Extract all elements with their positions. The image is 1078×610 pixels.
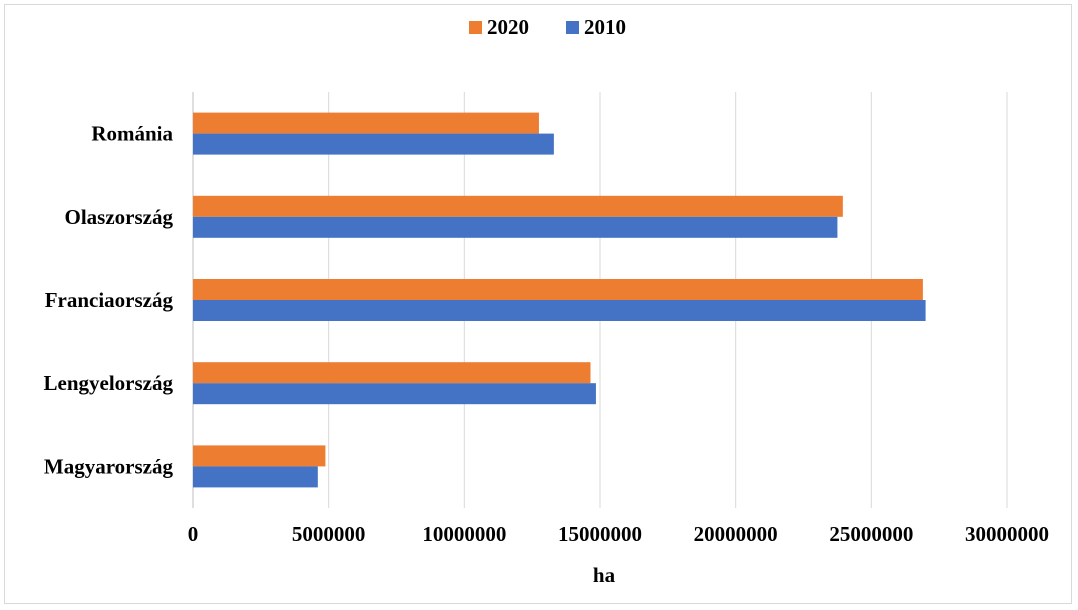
legend-label: 2020 — [487, 15, 529, 39]
bar-2010 — [193, 466, 318, 488]
bar-2020 — [193, 445, 326, 467]
bar-2010 — [193, 133, 554, 155]
x-tick-labels: 0 5000000 10000000 15000000 20000000 25000000… — [188, 522, 1049, 546]
x-axis-label: ha — [593, 563, 616, 587]
bars — [193, 112, 926, 488]
legend: 2020 2010 — [469, 15, 626, 39]
legend-swatch — [469, 21, 482, 34]
legend-swatch — [566, 21, 579, 34]
category-label: Franciaország — [45, 288, 174, 312]
x-tick-label: 15000000 — [558, 522, 642, 546]
x-tick-label: 5000000 — [292, 522, 366, 546]
x-tick-label: 30000000 — [965, 522, 1049, 546]
bar-2010 — [193, 216, 838, 238]
legend-label: 2010 — [584, 15, 626, 39]
x-tick-label: 0 — [188, 522, 199, 546]
x-tick-label: 20000000 — [694, 522, 778, 546]
category-labels: Magyarország Lengyelország Franciaország Ol… — [44, 122, 174, 479]
bar-2010 — [193, 300, 926, 321]
x-tick-label: 10000000 — [422, 522, 506, 546]
category-label: Lengyelország — [44, 371, 174, 395]
bar-2010 — [193, 383, 596, 405]
bar-2020 — [193, 195, 843, 217]
bar-2020 — [193, 112, 539, 134]
category-label: Olaszország — [65, 205, 174, 229]
x-tick-label: 25000000 — [829, 522, 913, 546]
bar-2020 — [193, 362, 591, 384]
category-label: Románia — [91, 122, 173, 146]
category-label: Magyarország — [44, 454, 174, 478]
bar-2020 — [193, 279, 923, 300]
